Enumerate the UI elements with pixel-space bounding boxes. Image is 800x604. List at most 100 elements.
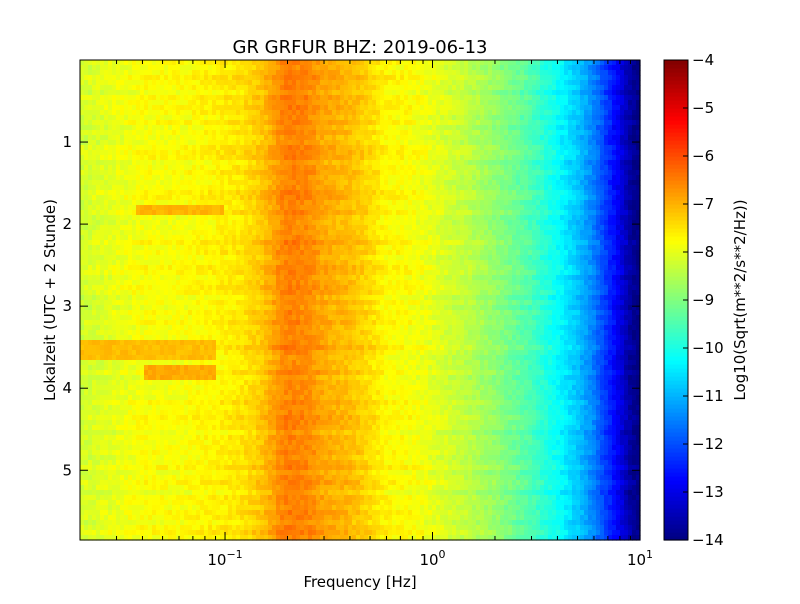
heatmap-cell	[384, 125, 389, 131]
heatmap-cell	[496, 95, 501, 101]
heatmap-cell	[168, 75, 173, 81]
heatmap-cell	[96, 180, 101, 186]
heatmap-cell	[396, 125, 401, 131]
heatmap-cell	[92, 120, 97, 126]
heatmap-cell	[560, 115, 565, 121]
heatmap-cell	[268, 195, 273, 201]
heatmap-cell	[420, 95, 425, 101]
heatmap-cell	[520, 180, 525, 186]
heatmap-cell	[324, 65, 329, 71]
heatmap-cell	[616, 80, 621, 86]
heatmap-cell	[472, 95, 477, 101]
heatmap-cell	[340, 105, 345, 111]
heatmap-cell	[552, 200, 557, 206]
heatmap-cell	[548, 90, 553, 96]
heatmap-cell	[136, 115, 141, 121]
heatmap-cell	[116, 80, 121, 86]
heatmap-cell	[108, 145, 113, 151]
heatmap-cell	[244, 120, 249, 126]
heatmap-cell	[340, 225, 345, 231]
heatmap-cell	[596, 205, 601, 211]
heatmap-cell	[420, 145, 425, 151]
heatmap-cell	[224, 115, 229, 121]
heatmap-cell	[488, 115, 493, 121]
heatmap-cell	[112, 100, 117, 106]
heatmap-cell	[196, 150, 201, 156]
heatmap-cell	[572, 205, 577, 211]
heatmap-cell	[544, 135, 549, 141]
heatmap-cell	[136, 70, 141, 76]
heatmap-cell	[544, 155, 549, 161]
heatmap-cell	[488, 160, 493, 166]
heatmap-cell	[144, 105, 149, 111]
heatmap-cell	[140, 80, 145, 86]
heatmap-cell	[588, 220, 593, 226]
heatmap-cell	[120, 230, 125, 236]
heatmap-cell	[532, 70, 537, 76]
heatmap-cell	[556, 140, 561, 146]
heatmap-cell	[236, 105, 241, 111]
heatmap-cell	[420, 175, 425, 181]
heatmap-cell	[508, 195, 513, 201]
heatmap-cell	[296, 95, 301, 101]
heatmap-cell	[396, 230, 401, 236]
heatmap-cell	[264, 190, 269, 196]
heatmap-cell	[172, 220, 177, 226]
heatmap-cell	[364, 140, 369, 146]
heatmap-cell	[572, 195, 577, 201]
heatmap-cell	[248, 105, 253, 111]
heatmap-cell	[456, 75, 461, 81]
heatmap-cell	[228, 225, 233, 231]
heatmap-cell	[600, 200, 605, 206]
heatmap-cell	[224, 80, 229, 86]
heatmap-cell	[384, 200, 389, 206]
heatmap-cell	[172, 95, 177, 101]
heatmap-cell	[328, 85, 333, 91]
heatmap-cell	[588, 210, 593, 216]
heatmap-cell	[416, 155, 421, 161]
heatmap-cell	[388, 165, 393, 171]
heatmap-cell	[248, 115, 253, 121]
heatmap-cell	[324, 90, 329, 96]
heatmap-cell	[208, 65, 213, 71]
heatmap-cell	[256, 215, 261, 221]
heatmap-cell	[612, 95, 617, 101]
heatmap-cell	[140, 75, 145, 81]
heatmap-cell	[80, 155, 85, 161]
heatmap-cell	[428, 170, 433, 176]
heatmap-cell	[636, 115, 641, 121]
heatmap-cell	[460, 120, 465, 126]
heatmap-cell	[360, 190, 365, 196]
heatmap-cell	[464, 165, 469, 171]
heatmap-cell	[160, 175, 165, 181]
heatmap-cell	[108, 80, 113, 86]
heatmap-cell	[524, 230, 529, 236]
heatmap-cell	[388, 195, 393, 201]
heatmap-cell	[228, 220, 233, 226]
heatmap-cell	[584, 165, 589, 171]
heatmap-cell	[100, 205, 105, 211]
heatmap-cell	[344, 120, 349, 126]
heatmap-cell	[616, 210, 621, 216]
heatmap-cell	[564, 190, 569, 196]
heatmap-cell	[612, 150, 617, 156]
heatmap-cell	[340, 75, 345, 81]
heatmap-cell	[96, 115, 101, 121]
heatmap-cell	[456, 65, 461, 71]
heatmap-cell	[412, 115, 417, 121]
heatmap-cell	[440, 195, 445, 201]
heatmap-cell	[88, 205, 93, 211]
heatmap-cell	[108, 190, 113, 196]
heatmap-cell	[480, 145, 485, 151]
heatmap-cell	[380, 170, 385, 176]
heatmap-cell	[628, 130, 633, 136]
heatmap-cell	[216, 135, 221, 141]
heatmap-cell	[136, 170, 141, 176]
heatmap-cell	[268, 235, 273, 241]
heatmap-cell	[108, 230, 113, 236]
heatmap-cell	[232, 180, 237, 186]
heatmap-cell	[344, 95, 349, 101]
heatmap-cell	[368, 215, 373, 221]
heatmap-cell	[320, 170, 325, 176]
heatmap-cell	[100, 105, 105, 111]
